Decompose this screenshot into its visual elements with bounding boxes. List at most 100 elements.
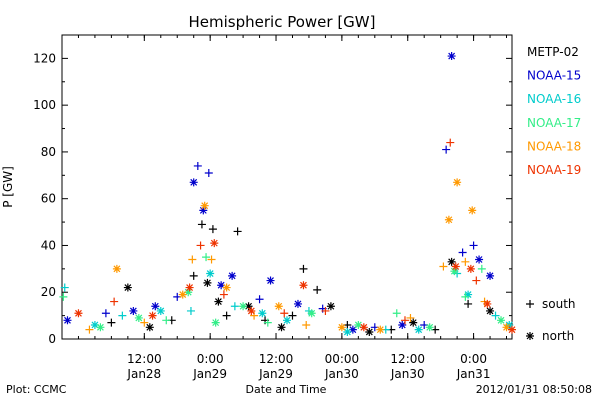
point-north xyxy=(486,271,495,280)
x-tick-label-date: Jan28 xyxy=(126,367,161,381)
point-north xyxy=(211,318,220,327)
marker-legend-label: north xyxy=(542,329,574,343)
x-tick-label-time: 0:00 xyxy=(197,352,224,366)
point-south xyxy=(299,264,308,273)
point-north xyxy=(483,299,492,308)
point-south xyxy=(280,309,289,318)
point-south xyxy=(400,316,409,325)
point-north xyxy=(307,309,316,318)
point-south xyxy=(321,306,330,315)
legend-entry: NOAA-16 xyxy=(527,92,581,106)
point-north xyxy=(222,283,231,292)
point-south xyxy=(392,309,401,318)
point-north xyxy=(199,206,208,215)
point-north xyxy=(409,318,418,327)
point-south xyxy=(85,325,94,334)
point-north xyxy=(178,290,187,299)
point-south xyxy=(162,316,171,325)
point-north xyxy=(425,323,434,332)
point-north xyxy=(414,325,423,334)
point-south xyxy=(446,138,455,147)
point-north xyxy=(447,52,456,61)
x-tick-label-date: Jan31 xyxy=(456,367,491,381)
point-south xyxy=(60,283,69,292)
point-north xyxy=(326,302,335,311)
point-south xyxy=(222,311,231,320)
point-south xyxy=(233,227,242,236)
x-tick-label-time: 12:00 xyxy=(127,352,162,366)
chart-title: Hemispheric Power [GW] xyxy=(189,13,376,31)
point-south xyxy=(313,285,322,294)
x-axis: 12:00Jan280:00Jan2912:00Jan2900:00Jan301… xyxy=(61,35,508,381)
point-north xyxy=(151,302,160,311)
x-tick-label-time: 00:00 xyxy=(325,352,360,366)
point-south xyxy=(197,220,206,229)
point-north xyxy=(468,206,477,215)
point-north xyxy=(283,316,291,325)
data-points xyxy=(59,52,516,336)
point-north xyxy=(217,281,226,290)
point-south xyxy=(204,168,213,177)
point-north xyxy=(365,327,374,336)
point-south xyxy=(188,255,197,264)
point-south xyxy=(302,320,311,329)
point-north xyxy=(453,178,462,187)
footer-timestamp: 2012/01/31 08:50:08 xyxy=(476,383,592,396)
legend-entry: NOAA-19 xyxy=(527,163,581,177)
point-south xyxy=(219,290,228,299)
point-north xyxy=(189,178,198,187)
point-south xyxy=(288,311,297,320)
point-south xyxy=(202,253,211,262)
point-north xyxy=(486,306,495,315)
marker-legend-symbol xyxy=(526,332,534,340)
point-north xyxy=(184,288,193,297)
point-north xyxy=(337,323,346,332)
point-north xyxy=(466,264,475,273)
x-tick-label-date: Jan30 xyxy=(390,367,425,381)
y-tick-label: 0 xyxy=(48,332,56,346)
point-south xyxy=(461,257,470,266)
point-north xyxy=(508,325,516,334)
point-south xyxy=(442,145,451,154)
point-north xyxy=(444,215,453,224)
x-tick-label-date: Jan29 xyxy=(192,367,227,381)
point-north xyxy=(274,302,283,311)
point-north xyxy=(156,306,165,315)
legend-entry: NOAA-18 xyxy=(527,139,581,153)
point-north xyxy=(200,201,209,210)
point-north xyxy=(203,278,212,287)
y-tick-label: 120 xyxy=(33,51,56,65)
point-north xyxy=(228,271,237,280)
point-north xyxy=(502,323,511,332)
point-south xyxy=(491,311,500,320)
point-south xyxy=(230,302,239,311)
point-north xyxy=(74,309,83,318)
point-south xyxy=(255,295,264,304)
marker-legend-label: south xyxy=(542,297,576,311)
point-north xyxy=(214,297,223,306)
footer-credit: Plot: CCMC xyxy=(6,383,67,396)
y-axis: 0 20 40 60 80 100 120 xyxy=(33,51,512,346)
point-south xyxy=(439,262,448,271)
point-south xyxy=(477,264,486,273)
x-tick-label-time: 12:00 xyxy=(390,352,425,366)
legend-entry: METP-02 xyxy=(527,45,579,59)
point-north xyxy=(244,302,253,311)
marker-legend-symbol xyxy=(526,300,534,308)
point-north xyxy=(447,257,456,266)
x-axis-label: Date and Time xyxy=(246,383,327,396)
point-south xyxy=(469,241,478,250)
point-south xyxy=(263,318,272,327)
point-south xyxy=(461,292,470,301)
point-north xyxy=(96,323,105,332)
point-north xyxy=(497,316,506,325)
point-south xyxy=(140,318,149,327)
point-south xyxy=(406,313,415,322)
point-north xyxy=(129,306,138,315)
point-north xyxy=(239,302,248,311)
y-tick-label: 20 xyxy=(41,285,56,299)
point-north xyxy=(134,313,143,322)
point-north xyxy=(148,311,157,320)
point-north xyxy=(299,281,308,290)
